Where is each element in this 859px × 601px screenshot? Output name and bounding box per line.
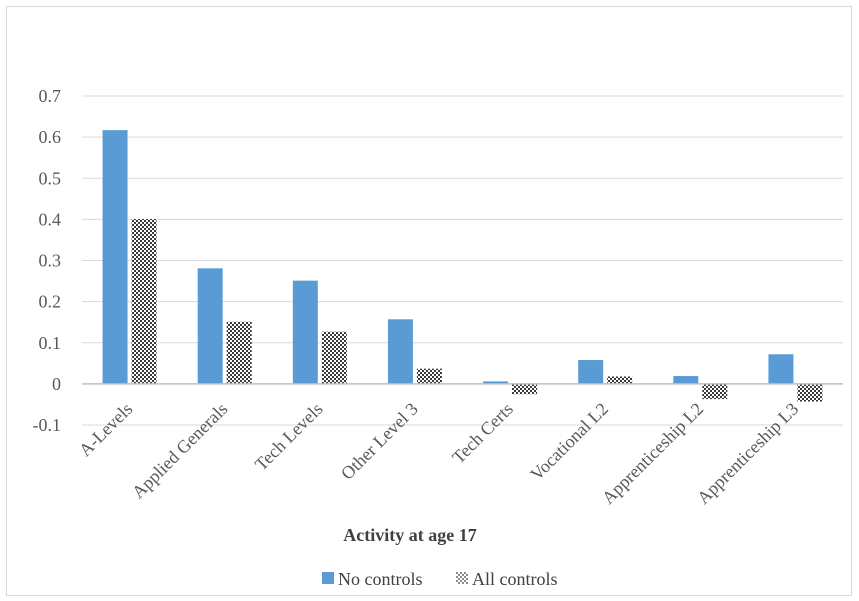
legend-label-no-controls: No controls (338, 569, 423, 589)
y-tick-label: 0.7 (39, 86, 62, 106)
bar-no-controls (483, 381, 509, 384)
x-tick-label: Apprenticeship L3 (693, 399, 802, 508)
legend: No controls All controls (322, 569, 558, 589)
y-tick-label: 0.1 (39, 333, 62, 353)
bar-all-controls (416, 368, 442, 384)
bar-no-controls (387, 319, 413, 384)
bars (82, 130, 843, 402)
x-axis-title: Activity at age 17 (343, 525, 476, 545)
bar-all-controls (226, 321, 252, 384)
legend-label-all-controls: All controls (472, 569, 558, 589)
y-tick-label: 0.4 (39, 209, 62, 229)
bar-all-controls (131, 218, 157, 384)
bar-all-controls (797, 383, 823, 402)
y-tick-label: 0 (52, 374, 61, 394)
bar-no-controls (768, 354, 794, 384)
y-tick-label: 0.5 (39, 168, 62, 188)
x-tick-label: Tech Certs (448, 399, 517, 468)
legend-swatch-all-controls (456, 572, 468, 584)
y-axis-ticks: -0.1 0 0.1 0.2 0.3 0.4 0.5 0.6 0.7 (33, 86, 62, 435)
gridlines (82, 95, 843, 426)
y-tick-label: 0.3 (39, 251, 62, 271)
bar-no-controls (292, 280, 318, 384)
y-tick-label: 0.6 (39, 127, 62, 147)
x-tick-label: A-Levels (75, 399, 137, 461)
bar-no-controls (197, 268, 223, 384)
bar-no-controls (673, 376, 699, 384)
x-tick-label: Other Level 3 (337, 399, 422, 484)
x-tick-label: Apprenticeship L2 (598, 399, 707, 508)
x-tick-label: Vocational L2 (526, 399, 612, 485)
bar-all-controls (607, 376, 633, 384)
y-tick-label: 0.2 (39, 292, 62, 312)
bar-all-controls (702, 383, 728, 400)
bar-all-controls (512, 383, 538, 395)
x-tick-label: Tech Levels (251, 399, 327, 475)
bar-all-controls (321, 331, 347, 384)
y-tick-label: -0.1 (33, 415, 62, 435)
bar-no-controls (578, 360, 604, 384)
x-tick-label: Applied Generals (128, 399, 232, 503)
bar-no-controls (102, 130, 128, 384)
legend-swatch-no-controls (322, 572, 334, 584)
